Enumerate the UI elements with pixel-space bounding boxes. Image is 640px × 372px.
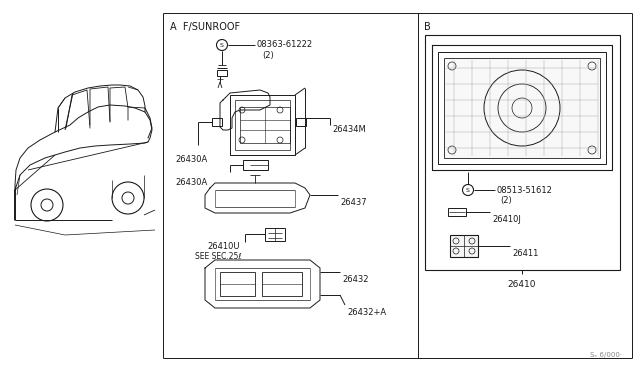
Bar	[235, 100, 290, 150]
Text: 26430A: 26430A	[175, 178, 207, 187]
Bar	[212, 118, 222, 126]
Text: 26432: 26432	[342, 275, 369, 284]
Bar	[438, 52, 606, 164]
Text: (2): (2)	[262, 51, 274, 60]
Text: 26410: 26410	[508, 280, 536, 289]
Text: 26430A: 26430A	[175, 155, 207, 164]
Bar	[262, 272, 302, 296]
Bar	[265, 228, 285, 241]
Bar	[448, 208, 466, 216]
Bar	[425, 35, 620, 270]
Text: (2): (2)	[500, 196, 512, 205]
Bar	[444, 58, 600, 158]
Bar	[220, 272, 255, 296]
Text: SEE SEC.25ℓ: SEE SEC.25ℓ	[195, 252, 241, 261]
Bar	[230, 95, 295, 155]
Bar	[243, 160, 268, 170]
Text: S: S	[220, 42, 224, 48]
Text: 26434M: 26434M	[332, 125, 365, 134]
Text: A  F/SUNROOF: A F/SUNROOF	[170, 22, 240, 32]
Text: Sₑ 6/000·: Sₑ 6/000·	[590, 352, 622, 358]
Text: 08513-51612: 08513-51612	[497, 186, 553, 195]
Text: B: B	[424, 22, 431, 32]
Bar	[296, 118, 306, 126]
Text: 26432+A: 26432+A	[347, 308, 386, 317]
Text: 26411: 26411	[512, 249, 538, 258]
Text: 26437: 26437	[340, 198, 367, 207]
Text: 08363-61222: 08363-61222	[257, 40, 313, 49]
Bar	[217, 70, 227, 76]
Text: 26410J: 26410J	[492, 215, 521, 224]
Text: 26410U: 26410U	[207, 242, 239, 251]
Text: S: S	[466, 187, 470, 192]
Bar	[240, 107, 290, 143]
Bar	[450, 235, 478, 257]
